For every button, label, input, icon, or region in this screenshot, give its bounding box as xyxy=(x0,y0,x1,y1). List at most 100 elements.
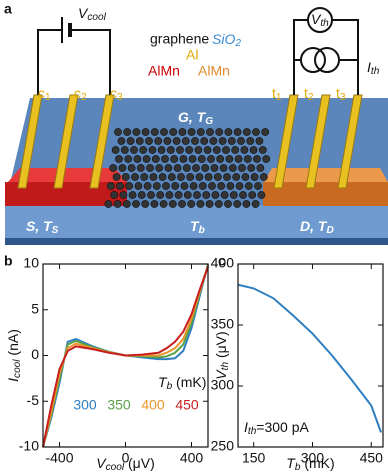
material-al: Al xyxy=(186,47,198,63)
graphene-atom xyxy=(240,146,249,154)
y-axis-label-sub: cool xyxy=(12,359,23,378)
cooling-circuit xyxy=(37,29,111,95)
graphene-atom xyxy=(227,137,236,145)
graphene-atom xyxy=(224,128,233,136)
material-almn: AlMn xyxy=(148,63,180,79)
graphene-atom xyxy=(136,164,145,172)
graphene-atom xyxy=(242,128,251,136)
contact-label-main: c xyxy=(38,85,45,101)
graphene-atom xyxy=(167,173,176,181)
thermometer-label: t1 xyxy=(272,85,282,103)
y-axis-label-sub: th xyxy=(220,362,231,371)
graphene-atom xyxy=(172,137,181,145)
drain-label: D, TD xyxy=(300,218,334,236)
graphene-atom xyxy=(142,155,151,163)
graphene-atom xyxy=(185,146,194,154)
y-tick-label: 5 xyxy=(31,300,39,316)
graphene-atom xyxy=(119,191,128,199)
graphene-atom xyxy=(259,173,268,181)
plot-frame xyxy=(237,263,384,448)
voltmeter xyxy=(307,7,333,33)
graphene-atom xyxy=(225,155,234,163)
graphene-atom xyxy=(191,137,199,145)
graphene-atom xyxy=(216,155,225,163)
contact-label-sub: 2 xyxy=(81,92,87,103)
graphene-atom xyxy=(140,173,149,181)
graphene-atom xyxy=(181,137,190,145)
graphene-atom xyxy=(163,137,172,145)
graphene-atom xyxy=(152,182,161,190)
graphene-atom xyxy=(261,128,270,136)
graphene-atom xyxy=(113,200,122,208)
graphene-atom xyxy=(235,182,244,190)
graphene-atom xyxy=(232,173,241,181)
graphene-atom xyxy=(157,146,166,154)
graphene-atom xyxy=(215,128,224,136)
graphene-atom xyxy=(135,137,144,145)
x-tick-label: 0 xyxy=(122,450,130,466)
graphene-atom xyxy=(257,191,266,199)
graphene-atom xyxy=(137,191,146,199)
substrate-edge xyxy=(5,238,388,245)
graphene-atom xyxy=(255,137,264,145)
material-sio2: SiO2 xyxy=(212,31,241,49)
graphene-atom xyxy=(121,173,130,181)
contact-label-sub: 3 xyxy=(117,92,123,103)
graphene-atom xyxy=(201,164,210,172)
graphene-atom xyxy=(132,128,141,136)
graphene-atom xyxy=(111,146,120,154)
graphene-atom xyxy=(220,191,229,199)
graphene-atom xyxy=(146,164,154,172)
legend-entry: 350 xyxy=(107,397,131,413)
graphene-atom xyxy=(130,146,138,154)
annotation-rest: =300 pA xyxy=(256,419,309,435)
graphene-atom xyxy=(122,200,131,208)
legend-title-sub: b xyxy=(167,381,173,392)
graphene-atom xyxy=(195,173,204,181)
graphene-atom xyxy=(224,200,232,208)
graphene-atom xyxy=(223,173,231,181)
graphene-atom xyxy=(252,128,260,136)
x-axis-label-main: V xyxy=(96,455,107,471)
gate-label: G, TG xyxy=(178,109,213,127)
legend-title: Tb (mK) xyxy=(158,374,206,392)
graphene-atom xyxy=(178,128,187,136)
graphene-atom xyxy=(233,200,242,208)
graphene-atom xyxy=(141,128,150,136)
i-th-label-sub: th xyxy=(371,66,380,77)
graphene-atom xyxy=(169,128,178,136)
graphene-atom xyxy=(165,191,174,199)
x-tick-label: 150 xyxy=(242,450,266,466)
graphene-atom xyxy=(158,173,167,181)
graphene-atom xyxy=(237,137,245,145)
contact-label-main: c xyxy=(110,85,117,101)
current-source xyxy=(314,47,340,73)
electrode xyxy=(53,94,79,189)
graphene-atom xyxy=(161,155,169,163)
graphene-atom xyxy=(202,191,211,199)
graphene-atom xyxy=(196,128,205,136)
graphene-atom xyxy=(154,137,163,145)
graphene-atom xyxy=(174,191,183,199)
contact-label-sub: 1 xyxy=(45,92,51,103)
graphene-atom xyxy=(109,164,118,172)
graphene-atom xyxy=(131,173,139,181)
electrode xyxy=(273,94,299,189)
thermometer-label-sub: 3 xyxy=(340,92,346,103)
graphene-atom xyxy=(214,200,223,208)
i-th-label-main: I xyxy=(367,59,371,75)
graphene-atom xyxy=(253,155,261,163)
graphene-atom xyxy=(196,200,205,208)
thermometer-label: t3 xyxy=(336,85,346,103)
graphene-atom xyxy=(254,182,262,190)
gate-label-sub: G xyxy=(205,116,213,127)
graphene-atom xyxy=(258,146,267,154)
graphene-atom xyxy=(110,191,119,199)
graphene-atom xyxy=(106,182,115,190)
bath-label-sub: b xyxy=(199,225,205,236)
graphene-atom xyxy=(162,182,170,190)
graphene-atom xyxy=(217,182,226,190)
graphene-atom xyxy=(112,173,121,181)
graphene-atom xyxy=(148,146,157,154)
